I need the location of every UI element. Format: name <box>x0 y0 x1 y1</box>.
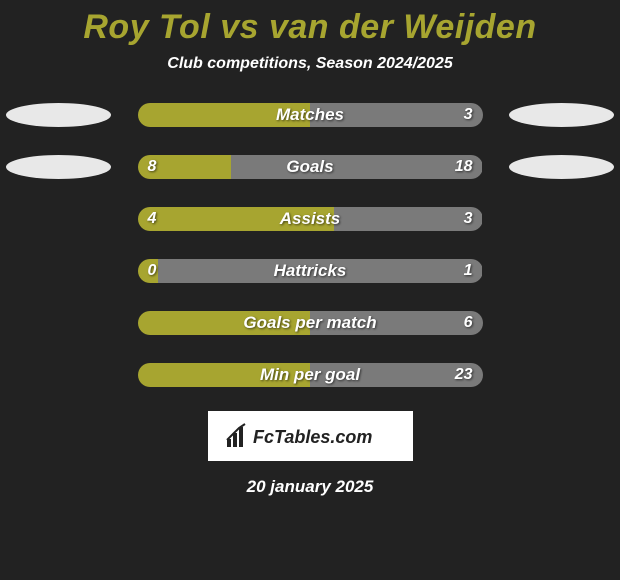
footer-logo-text: FcTables.com <box>253 427 372 447</box>
left-ellipse <box>6 155 111 179</box>
bar-right-segment <box>334 207 482 231</box>
stat-row: Goals 8 18 <box>0 153 620 181</box>
stat-row: Goals per match 6 <box>0 309 620 337</box>
stat-bar: Min per goal 23 <box>138 363 483 387</box>
stat-bar: Hattricks 0 1 <box>138 259 483 283</box>
stat-row: Assists 4 3 <box>0 205 620 233</box>
page-subtitle: Club competitions, Season 2024/2025 <box>0 55 620 73</box>
stat-right-value: 23 <box>455 366 473 384</box>
left-ellipse <box>6 103 111 127</box>
stat-left-value: 0 <box>148 262 157 280</box>
stat-bar: Matches 3 <box>138 103 483 127</box>
footer-logo: FcTables.com <box>208 411 413 461</box>
stat-left-value: 8 <box>148 158 157 176</box>
stat-right-value: 3 <box>464 210 473 228</box>
stat-row: Min per goal 23 <box>0 361 620 389</box>
stat-right-value: 18 <box>455 158 473 176</box>
stat-label: Matches <box>276 105 344 125</box>
stat-bar: Goals per match 6 <box>138 311 483 335</box>
footer-date: 20 january 2025 <box>0 477 620 497</box>
stat-bar: Assists 4 3 <box>138 207 483 231</box>
bar-right-segment <box>231 155 483 179</box>
stat-left-value: 4 <box>148 210 157 228</box>
stat-label: Goals per match <box>243 313 376 333</box>
stat-row: Matches 3 <box>0 101 620 129</box>
stat-right-value: 1 <box>464 262 473 280</box>
right-ellipse <box>509 155 614 179</box>
stat-bar: Goals 8 18 <box>138 155 483 179</box>
stat-label: Min per goal <box>260 365 360 385</box>
stats-rows: Matches 3 Goals 8 18 Assists 4 3 Hattricks 0 1 Goal… <box>0 101 620 389</box>
stat-right-value: 6 <box>464 314 473 332</box>
stat-label: Goals <box>286 157 333 177</box>
stat-row: Hattricks 0 1 <box>0 257 620 285</box>
right-ellipse <box>509 103 614 127</box>
stat-label: Assists <box>280 209 340 229</box>
stat-right-value: 3 <box>464 106 473 124</box>
page-title: Roy Tol vs van der Weijden <box>0 0 620 55</box>
stat-label: Hattricks <box>274 261 347 281</box>
